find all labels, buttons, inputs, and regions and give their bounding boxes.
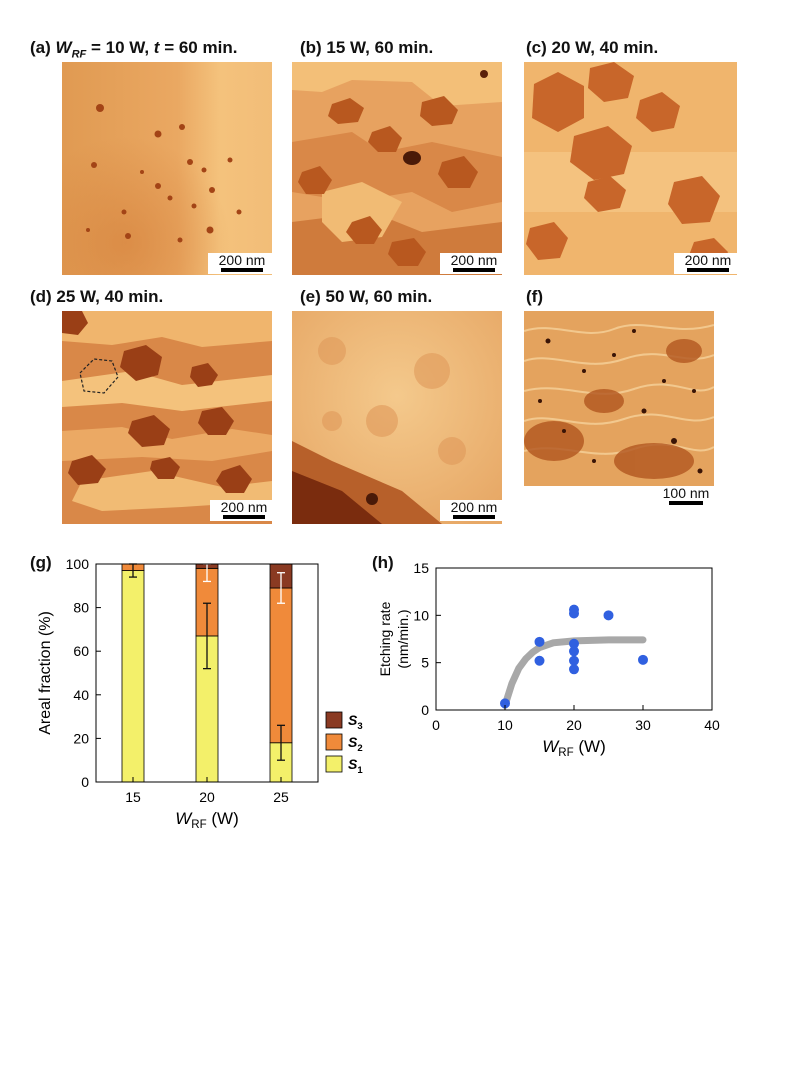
data-point-8 [569, 664, 579, 675]
data-point-10 [638, 654, 648, 665]
y-tick-label-100: 100 [66, 556, 90, 572]
bar-s1-15 [121, 570, 145, 783]
x-tick-label-h-30: 30 [635, 717, 651, 733]
data-point-4 [569, 608, 579, 619]
data-point-9 [603, 610, 614, 621]
scale-bar-a: 200 nm [208, 253, 276, 274]
afm-image-c [524, 62, 737, 275]
data-point-0 [500, 698, 510, 709]
legend-swatch-s3 [325, 711, 343, 729]
scale-label-a: 200 nm [218, 252, 266, 268]
y-tick-label-0: 0 [81, 774, 89, 790]
x-tick-label-h-40: 40 [704, 717, 720, 733]
x-tick-label-20: 20 [199, 789, 215, 805]
scale-line-b [453, 268, 495, 272]
data-point-2 [534, 655, 545, 666]
x-tick-label-h-0: 0 [432, 717, 440, 733]
panel-a-text-mid: = 10 W, [86, 38, 154, 57]
y-tick-label-h-0: 0 [421, 702, 429, 718]
fit-curve [501, 636, 647, 709]
y-tick-label-h-5: 5 [421, 655, 429, 671]
panel-a-text-end: = 60 min. [159, 38, 238, 57]
panel-d-title: (d) 25 W, 40 min. [30, 287, 164, 306]
panel-h-title: (h) [372, 553, 394, 572]
panel-a-time-symbol: t [153, 38, 160, 57]
panel-c-title: (c) 20 W, 40 min. [526, 38, 659, 57]
scale-bar-c: 200 nm [674, 253, 742, 274]
x-tick-label-h-20: 20 [566, 717, 582, 733]
scale-line-f [669, 501, 703, 505]
data-point-6 [569, 646, 579, 657]
panel-g-title: (g) [30, 553, 52, 572]
panel-a-label: (a) [30, 38, 51, 57]
x-axis-label-h: WRF (W) [542, 737, 606, 759]
y-axis-label-h-line1: Etching rate [377, 601, 393, 676]
bar-s2-25 [269, 587, 293, 744]
scale-line-c [687, 268, 729, 272]
y-tick-label-20: 20 [73, 730, 89, 746]
x-tick-label-h-10: 10 [497, 717, 513, 733]
scale-bar-f: 100 nm [652, 486, 720, 507]
y-tick-label-h-10: 10 [413, 607, 429, 623]
scale-label-f: 100 nm [662, 485, 710, 501]
x-tick-label-25: 25 [273, 789, 289, 805]
legend-label-s2: S2 [348, 734, 363, 754]
y-axis-label-h-line2: (nm/min.) [395, 609, 411, 668]
data-point-5 [569, 638, 579, 649]
afm-image-b [292, 62, 502, 275]
scale-label-c: 200 nm [684, 252, 732, 268]
scale-bar-b: 200 nm [440, 253, 508, 274]
y-tick-label-60: 60 [73, 643, 89, 659]
legend-label-s3: S3 [348, 712, 363, 732]
y-tick-label-40: 40 [73, 687, 89, 703]
panel-a-title: (a) WRF = 10 W, t = 60 min. [30, 38, 237, 60]
panel-f-title: (f) [526, 287, 543, 306]
legend-swatch-s1 [325, 755, 343, 773]
chart-h-scatter: 0 10 20 30 40 0 5 10 15 Etching rate (nm/min.) WRF … [377, 560, 720, 759]
scale-bar-e: 200 nm [440, 500, 508, 521]
y-tick-label-80: 80 [73, 600, 89, 616]
afm-image-e [292, 311, 502, 524]
panel-e-title: (e) 50 W, 60 min. [300, 287, 433, 306]
scale-label-d: 200 nm [220, 499, 268, 515]
afm-image-f [524, 311, 714, 486]
chart-g-stacked-bar: 15 20 25 0 20 40 60 80 100 Areal fraction (%) WRF … [37, 556, 363, 831]
scale-label-e: 200 nm [450, 499, 498, 515]
plot-frame-g [95, 563, 319, 783]
scale-line-d [223, 515, 265, 519]
afm-image-d [62, 311, 272, 524]
scale-bar-d: 200 nm [210, 500, 278, 521]
x-tick-label-15: 15 [125, 789, 141, 805]
data-point-7 [569, 655, 579, 666]
panel-a-symbol: WRF [55, 38, 87, 61]
data-point-1 [534, 636, 545, 647]
scale-line-a [221, 268, 263, 272]
legend-label-s1: S1 [348, 756, 363, 776]
scale-label-b: 200 nm [450, 252, 498, 268]
scale-line-e [453, 515, 495, 519]
panel-b-title: (b) 15 W, 60 min. [300, 38, 434, 57]
afm-image-a [62, 62, 272, 275]
legend-swatch-s2 [325, 733, 343, 751]
y-tick-label-h-15: 15 [413, 560, 429, 576]
x-axis-label: WRF (W) [175, 809, 239, 831]
y-axis-label: Areal fraction (%) [37, 611, 54, 735]
